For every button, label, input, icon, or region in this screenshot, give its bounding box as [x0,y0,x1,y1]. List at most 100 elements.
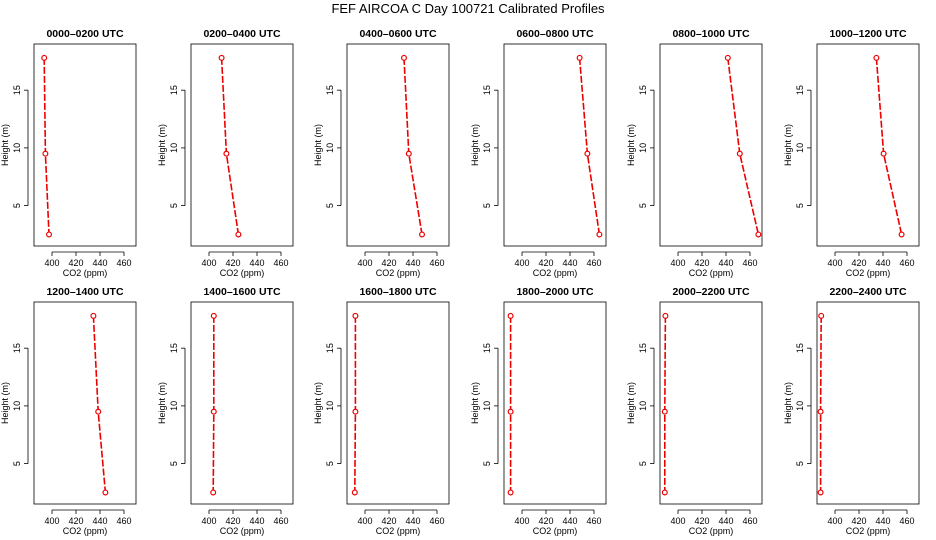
y-tick-label: 5 [325,461,335,466]
x-tick-label: 460 [116,258,131,268]
data-point [817,489,824,496]
y-tick-label: 10 [12,143,22,153]
x-tick-label: 460 [586,516,601,526]
x-tick-label: 420 [538,258,553,268]
x-tick-label: 420 [381,258,396,268]
data-point [507,312,514,319]
plot-frame [190,301,294,505]
x-axis-label: CO2 (ppm) [63,268,108,278]
x-tick-label: 440 [405,516,420,526]
data-point [45,231,52,238]
data-point [661,408,668,415]
panel-title: 1000–1200 UTC [829,28,906,40]
panel-8: 1400–1600 UTC 400 420 440 460 CO2 (ppm) 5 10 15 H… [157,286,294,536]
x-tick-label: 420 [538,516,553,526]
y-tick-label: 5 [795,461,805,466]
x-tick-label: 400 [44,516,59,526]
data-point [223,150,230,157]
y-axis-label: Height (m) [470,124,480,166]
panel-title: 0600–0800 UTC [516,28,593,40]
panel-11: 2000–2200 UTC 400 420 440 460 CO2 (ppm) 5 10 15 H… [626,286,763,536]
data-point [405,150,412,157]
y-axis-label: Height (m) [626,124,636,166]
y-tick-label: 15 [12,85,22,95]
y-axis-label: Height (m) [0,382,10,424]
y-axis-label: Height (m) [157,382,167,424]
data-point [898,231,905,238]
x-tick-label: 400 [514,258,529,268]
x-axis-label: CO2 (ppm) [220,268,265,278]
profile-line [212,315,215,493]
data-point [42,150,49,157]
y-tick-label: 15 [638,85,648,95]
x-tick-label: 400 [201,516,216,526]
x-tick-label: 460 [742,516,757,526]
x-tick-label: 400 [357,258,372,268]
y-tick-label: 15 [325,85,335,95]
figure-title: FEF AIRCOA C Day 100721 Calibrated Profi… [331,1,605,16]
data-point [507,408,514,415]
y-tick-label: 5 [638,461,648,466]
x-tick-label: 460 [899,516,914,526]
data-point [662,312,669,319]
y-tick-label: 5 [795,203,805,208]
data-point [235,231,242,238]
x-tick-label: 400 [670,258,685,268]
panel-title: 2200–2400 UTC [829,286,906,298]
y-tick-label: 5 [638,203,648,208]
y-tick-label: 10 [169,143,179,153]
data-point [210,408,217,415]
y-tick-label: 15 [12,343,22,353]
x-tick-label: 440 [875,516,890,526]
x-axis-label: CO2 (ppm) [376,268,421,278]
x-tick-label: 440 [875,258,890,268]
plot-frame [659,43,763,247]
x-tick-label: 440 [92,258,107,268]
x-tick-label: 460 [899,258,914,268]
x-axis-label: CO2 (ppm) [533,526,578,536]
data-point [41,54,48,61]
y-tick-label: 10 [12,401,22,411]
panel-9: 1600–1800 UTC 400 420 440 460 CO2 (ppm) 5 10 15 H… [313,286,450,536]
x-axis-label: CO2 (ppm) [63,526,108,536]
profile-line [875,57,903,235]
data-point [210,312,217,319]
y-tick-label: 15 [482,343,492,353]
data-point [352,312,359,319]
y-tick-label: 10 [482,401,492,411]
y-tick-label: 10 [482,143,492,153]
x-tick-label: 460 [742,258,757,268]
data-point [596,231,603,238]
y-axis-label: Height (m) [313,382,323,424]
profile-line [354,315,357,493]
panels-grid: 0000–0200 UTC 400 420 440 460 CO2 (ppm) 5 10 15 H… [0,28,920,536]
panel-title: 0200–0400 UTC [203,28,280,40]
plot-frame [659,301,763,505]
x-tick-label: 460 [429,516,444,526]
x-axis-label: CO2 (ppm) [376,526,421,536]
panel-7: 1200–1400 UTC 400 420 440 460 CO2 (ppm) 5 10 15 H… [0,286,137,536]
plot-frame [816,301,920,505]
profile-line [727,57,760,235]
x-tick-label: 400 [827,258,842,268]
x-tick-label: 400 [827,516,842,526]
profile-line [403,57,423,235]
x-tick-label: 420 [68,258,83,268]
panel-title: 1400–1600 UTC [203,286,280,298]
y-tick-label: 5 [169,203,179,208]
panel-title: 0000–0200 UTC [46,28,123,40]
y-tick-label: 10 [169,401,179,411]
panel-2: 0200–0400 UTC 400 420 440 460 CO2 (ppm) 5 10 15 H… [157,28,294,278]
data-point [419,231,426,238]
x-tick-label: 420 [381,516,396,526]
plot-frame [346,301,450,505]
panel-1: 0000–0200 UTC 400 420 440 460 CO2 (ppm) 5 10 15 H… [0,28,137,278]
x-axis-label: CO2 (ppm) [220,526,265,536]
data-point [218,54,225,61]
panel-6: 1000–1200 UTC 400 420 440 460 CO2 (ppm) 5 10 15 H… [783,28,920,278]
x-tick-label: 400 [357,516,372,526]
x-tick-label: 440 [562,258,577,268]
profile-line [663,315,667,493]
panel-title: 2000–2200 UTC [672,286,749,298]
